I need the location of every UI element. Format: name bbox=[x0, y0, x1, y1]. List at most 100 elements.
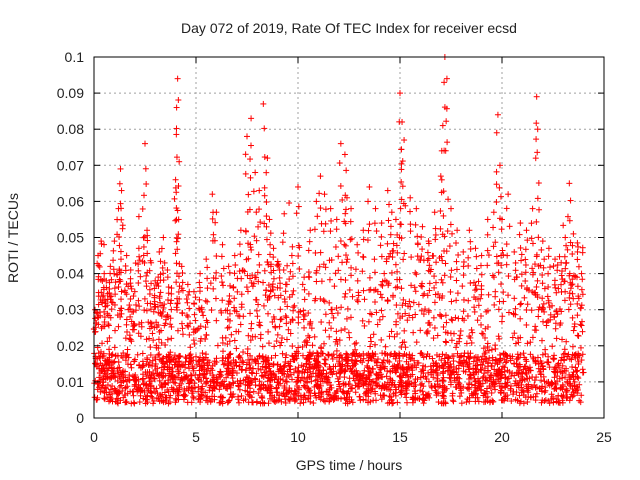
data-point bbox=[342, 206, 349, 213]
data-point bbox=[541, 285, 548, 292]
data-point bbox=[502, 351, 509, 358]
data-point bbox=[336, 337, 343, 344]
data-point bbox=[214, 376, 221, 383]
data-point bbox=[101, 395, 108, 402]
data-point bbox=[393, 318, 400, 325]
data-point bbox=[388, 209, 395, 216]
data-point bbox=[238, 301, 245, 308]
data-point bbox=[388, 269, 395, 276]
data-point bbox=[187, 351, 194, 358]
data-point bbox=[343, 350, 350, 357]
data-point bbox=[321, 356, 328, 363]
data-point bbox=[203, 379, 210, 386]
data-point bbox=[366, 221, 373, 228]
data-point bbox=[453, 384, 460, 391]
data-point bbox=[257, 219, 264, 226]
data-point bbox=[311, 364, 318, 371]
data-point bbox=[105, 322, 112, 329]
data-point bbox=[496, 162, 503, 169]
data-point bbox=[247, 174, 254, 181]
data-point bbox=[114, 271, 121, 278]
data-point bbox=[321, 375, 328, 382]
data-point bbox=[175, 273, 182, 280]
data-point bbox=[199, 389, 206, 396]
data-point bbox=[144, 227, 151, 234]
data-point bbox=[157, 392, 164, 399]
data-point bbox=[295, 314, 302, 321]
data-point bbox=[439, 351, 446, 358]
data-point bbox=[448, 337, 455, 344]
data-point bbox=[478, 367, 485, 374]
data-point bbox=[512, 259, 519, 266]
data-point bbox=[579, 249, 586, 256]
data-point bbox=[498, 375, 505, 382]
data-point bbox=[304, 355, 311, 362]
data-point bbox=[246, 365, 253, 372]
data-point bbox=[123, 291, 130, 298]
data-point bbox=[538, 246, 545, 253]
data-point bbox=[424, 292, 431, 299]
data-point bbox=[447, 221, 454, 228]
data-point bbox=[326, 398, 333, 405]
data-point bbox=[533, 283, 540, 290]
data-point bbox=[339, 355, 346, 362]
data-point bbox=[244, 382, 251, 389]
data-point bbox=[332, 338, 339, 345]
data-point bbox=[307, 398, 314, 405]
data-point bbox=[263, 169, 270, 176]
data-point bbox=[257, 331, 264, 338]
data-point bbox=[188, 384, 195, 391]
y-tick-label: 0.07 bbox=[57, 157, 84, 173]
data-point bbox=[244, 388, 251, 395]
data-point bbox=[359, 268, 366, 275]
data-point bbox=[465, 366, 472, 373]
x-tick-label: 15 bbox=[392, 429, 408, 445]
data-point bbox=[498, 226, 505, 233]
data-point bbox=[256, 321, 263, 328]
data-point bbox=[138, 387, 145, 394]
data-point bbox=[175, 366, 182, 373]
data-point bbox=[494, 111, 501, 118]
data-point bbox=[569, 343, 576, 350]
data-point bbox=[472, 394, 479, 401]
data-point bbox=[497, 355, 504, 362]
data-point bbox=[167, 357, 174, 364]
data-point bbox=[148, 280, 155, 287]
data-point bbox=[235, 312, 242, 319]
data-point bbox=[206, 395, 213, 402]
data-point bbox=[105, 391, 112, 398]
data-point bbox=[256, 378, 263, 385]
data-point bbox=[344, 400, 351, 407]
data-point bbox=[411, 361, 418, 368]
data-point bbox=[141, 233, 148, 240]
data-point bbox=[129, 373, 136, 380]
data-point bbox=[562, 265, 569, 272]
data-point bbox=[450, 398, 457, 405]
data-point bbox=[518, 373, 525, 380]
data-point bbox=[522, 269, 529, 276]
data-point bbox=[140, 252, 147, 259]
data-point bbox=[457, 327, 464, 334]
data-point bbox=[95, 321, 102, 328]
data-point bbox=[156, 293, 163, 300]
data-point bbox=[135, 213, 142, 220]
data-point bbox=[569, 314, 576, 321]
data-point bbox=[220, 348, 227, 355]
data-point bbox=[399, 118, 406, 125]
data-point bbox=[431, 209, 438, 216]
data-point bbox=[151, 304, 158, 311]
data-point bbox=[118, 305, 125, 312]
data-point bbox=[397, 205, 404, 212]
data-point bbox=[282, 288, 289, 295]
data-point bbox=[544, 293, 551, 300]
data-point bbox=[115, 323, 122, 330]
data-point bbox=[146, 359, 153, 366]
data-point bbox=[166, 358, 173, 365]
data-point bbox=[218, 372, 225, 379]
data-point bbox=[390, 293, 397, 300]
data-point bbox=[387, 394, 394, 401]
data-point bbox=[225, 397, 232, 404]
data-point bbox=[490, 224, 497, 231]
data-point bbox=[280, 370, 287, 377]
data-point bbox=[430, 368, 437, 375]
